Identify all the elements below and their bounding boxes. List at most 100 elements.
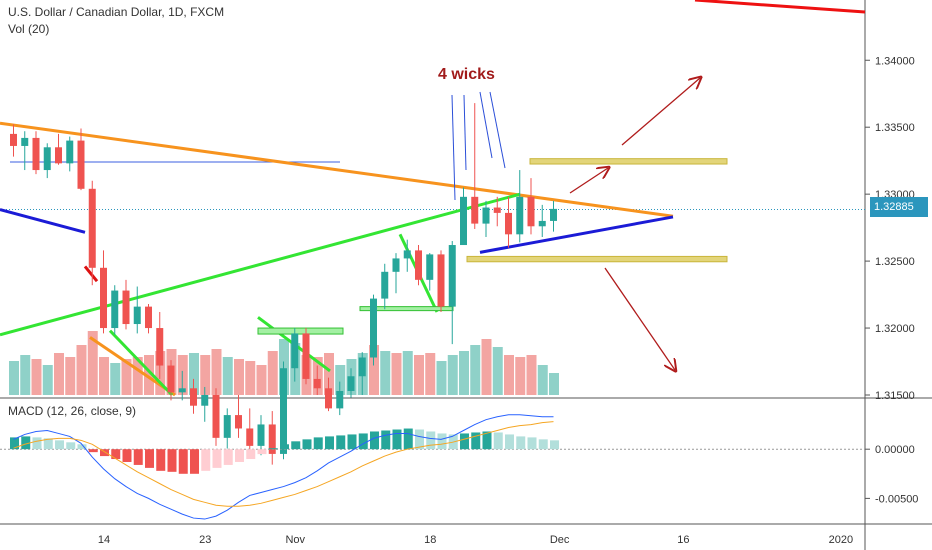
candle-body [448,245,456,307]
price-tick-label: 1.34000 [875,55,915,67]
volume-bar [211,349,222,395]
volume-bar [447,355,458,395]
candle-body [460,196,467,246]
macd-histogram-bar [493,432,503,450]
macd-histogram-bar [302,439,312,450]
candle-body [122,290,130,325]
macd-histogram-bar [190,449,199,474]
wicks-annotation: 4 wicks [438,66,495,83]
red-topline [694,0,866,14]
wick-pointer-line [479,91,493,159]
volume-bar [42,365,53,395]
macd-histogram-bar [550,440,559,450]
macd-histogram-bar [358,433,368,450]
macd-histogram-bar [10,437,19,450]
volume-bar [144,355,154,395]
volume-bar [549,373,559,395]
macd-histogram-bar [426,431,436,450]
volume-bar [504,355,514,395]
volume-indicator-label: Vol (20) [8,22,50,36]
candle-body [100,267,107,329]
wick-pointer-line [451,94,456,201]
red-segment [83,265,99,283]
volume-bar [222,357,233,395]
macd-histogram-bar [212,449,222,468]
volume-bar [459,351,469,395]
macd-histogram-bar [516,436,526,450]
candle-body [280,368,287,454]
macd-histogram-bar [77,444,87,450]
macd-histogram-bar [505,434,514,450]
last-price-label: 1.32885 [870,197,928,217]
candle-body [246,428,254,446]
time-tick-label: 2020 [829,534,853,546]
macd-histogram-bar [122,449,132,462]
macd-histogram-bar [66,442,76,450]
volume-bar [537,365,548,395]
candle-body [77,140,85,189]
candle-body [505,212,512,235]
volume-bar [436,361,447,395]
left-support-line [0,208,86,234]
candle-body [437,254,445,307]
candle-body [550,208,557,221]
candle-body [302,333,310,379]
candle-body [313,378,321,389]
candle-body [493,207,501,213]
macd-histogram-bar [403,428,413,450]
volume-bar [526,355,537,395]
candle-body [336,390,344,409]
candle-body [291,333,299,369]
green-range-box-2 [359,306,454,312]
macd-histogram-bar [201,449,211,471]
volume-bar [324,353,334,395]
candle-body [10,133,17,146]
macd-histogram-bar [235,449,244,462]
candle-body [32,137,40,171]
projection-arrow [569,168,608,194]
support-zone [466,255,728,263]
green-range-box [257,327,344,335]
macd-line [13,414,554,520]
macd-histogram-bar [268,448,278,450]
volume-bar [121,359,132,395]
ascending-trendline [0,192,521,337]
volume-bar [54,353,64,395]
macd-histogram-bar [178,449,188,474]
macd-histogram-bar [223,449,233,465]
volume-bar [391,353,402,395]
volume-bar [99,357,109,395]
macd-histogram-bar [538,439,548,450]
macd-histogram-bar [347,434,357,450]
price-tick-label: 1.33500 [875,122,915,134]
time-tick-label: 23 [199,534,211,546]
macd-indicator-label: MACD (12, 26, close, 9) [8,404,137,418]
volume-bar [492,347,503,395]
candle-body [325,388,332,409]
macd-tick-label: -0.00500 [875,493,918,505]
candle-body [178,388,186,393]
price-tick-label: 1.32000 [875,323,915,335]
candle-body [223,415,231,438]
projection-arrow [621,78,700,146]
time-tick-label: Nov [285,534,305,546]
volume-bar [31,359,42,395]
resistance-zone [529,158,728,165]
volume-bar [267,351,278,395]
candle-body [358,357,366,377]
volume-bar [380,351,391,395]
descending-trendline [0,121,674,218]
wick-pointer-line [463,94,467,171]
candle-body [66,140,74,164]
candle-body [471,196,479,224]
time-tick-label: 14 [98,534,110,546]
candle-body [167,365,175,393]
candle-body [482,207,490,224]
macd-histogram-bar [280,444,289,450]
macd-histogram-bar [291,441,301,450]
candle-body [426,254,434,280]
volume-bar [132,357,143,395]
candle-body [212,395,220,438]
candle-body [392,258,400,272]
